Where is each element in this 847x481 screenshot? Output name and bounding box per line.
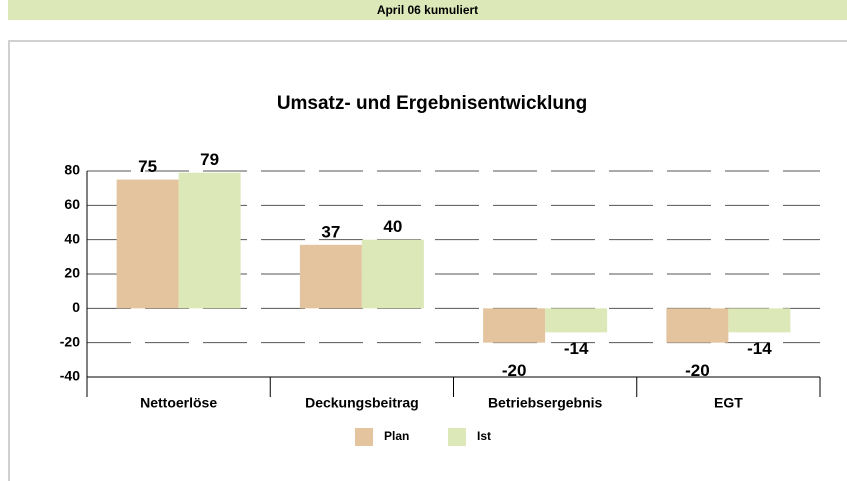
y-tick-label: 0 xyxy=(72,299,80,315)
legend-swatch xyxy=(355,428,373,446)
y-tick-label: 20 xyxy=(64,265,80,281)
y-tick-label: 80 xyxy=(64,162,80,178)
bar xyxy=(728,308,791,333)
x-tick-label: Deckungsbeitrag xyxy=(305,395,419,411)
chart-panel xyxy=(8,40,847,481)
y-tick-label: -20 xyxy=(60,333,80,349)
bar xyxy=(666,308,729,343)
legend-swatch xyxy=(448,428,466,446)
header-title: April 06 kumuliert xyxy=(8,0,847,20)
value-label: -14 xyxy=(747,339,772,358)
y-tick-label: 40 xyxy=(64,230,80,246)
bar xyxy=(116,179,179,309)
y-tick-label: -40 xyxy=(60,368,80,384)
value-label: 40 xyxy=(383,217,402,236)
bar xyxy=(361,239,424,309)
value-label: -20 xyxy=(685,361,710,380)
chart-title: Umsatz- und Ergebnisentwicklung xyxy=(277,93,587,114)
value-label: 79 xyxy=(200,150,219,169)
value-label: -14 xyxy=(564,339,589,358)
bar xyxy=(178,172,241,309)
bar xyxy=(483,308,546,343)
y-tick-label: 60 xyxy=(64,196,80,212)
bar xyxy=(545,308,608,333)
bar xyxy=(299,244,362,309)
legend-label: Plan xyxy=(384,429,409,443)
value-label: 37 xyxy=(321,222,340,241)
x-tick-label: Nettoerlöse xyxy=(140,395,217,411)
value-label: 75 xyxy=(138,157,157,176)
x-tick-label: Betriebsergebnis xyxy=(488,395,603,411)
value-label: -20 xyxy=(502,361,527,380)
legend-label: Ist xyxy=(477,429,491,443)
x-tick-label: EGT xyxy=(714,395,743,411)
